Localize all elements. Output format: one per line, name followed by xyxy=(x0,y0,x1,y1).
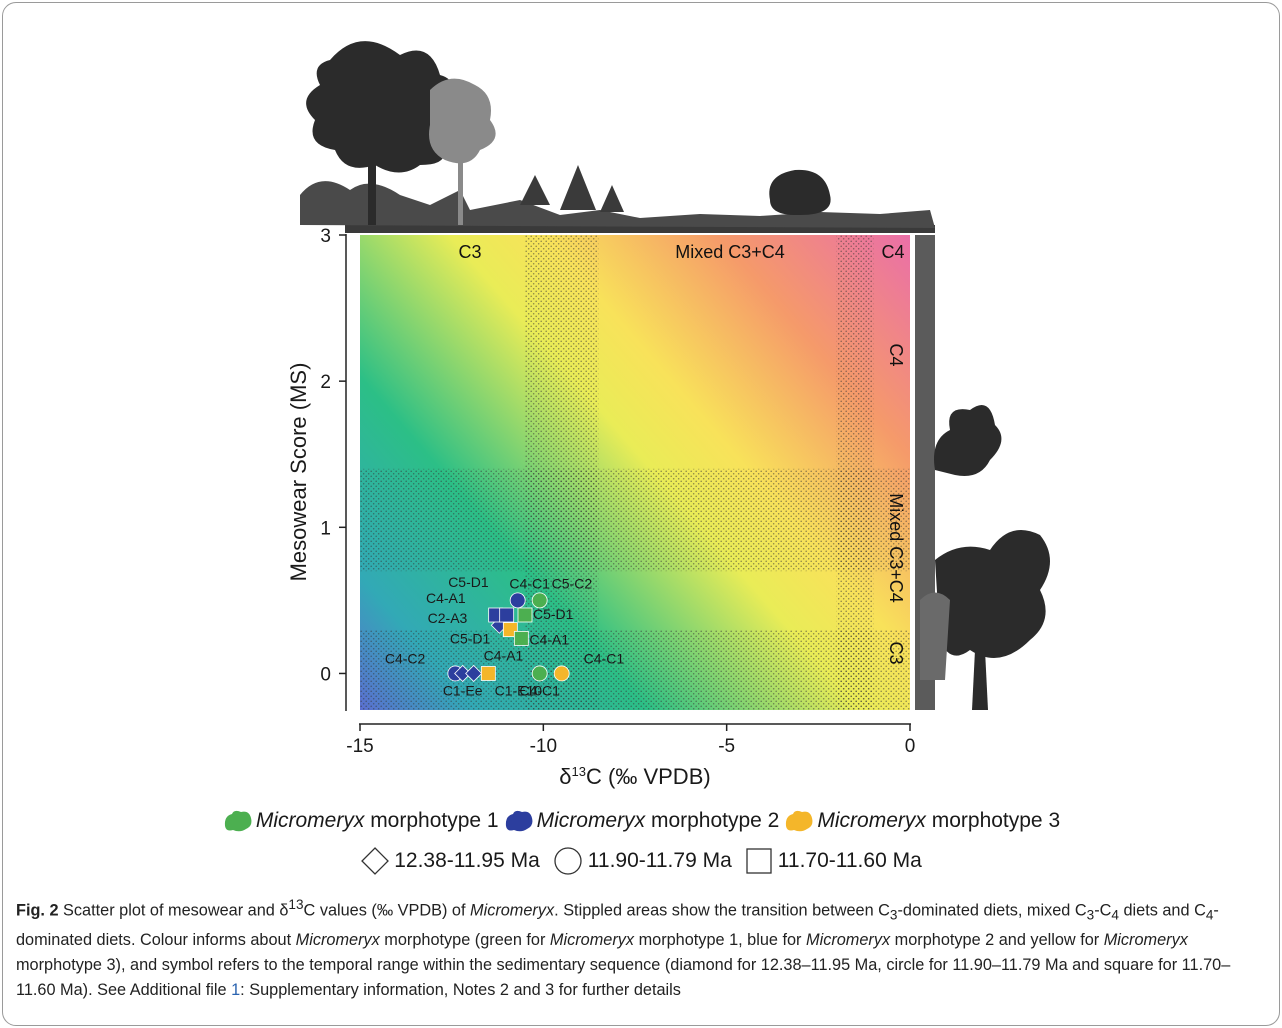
zone-label-top-c4: C4 xyxy=(881,242,904,262)
data-point xyxy=(465,664,483,683)
y-axis-label: Mesowear Score (MS) xyxy=(286,363,311,582)
x-tick-label: 0 xyxy=(905,736,916,757)
point-label: C5-D1 xyxy=(450,631,491,647)
caption-figure-number: Fig. 2 xyxy=(16,901,59,920)
point-label: C5-D1 xyxy=(533,606,574,622)
point-label: C5-C2 xyxy=(552,575,593,591)
data-point xyxy=(517,607,533,623)
blue-blob-icon xyxy=(505,810,533,832)
data-point xyxy=(502,622,518,638)
caption-text: . Stippled areas show the transition bet… xyxy=(554,901,890,920)
caption-text: morphotype 2 and yellow for xyxy=(890,930,1104,949)
legend-time-label-2: 11.90-11.79 Ma xyxy=(587,849,732,872)
legend-item-morphotype-3: Micromeryx morphotype 3 xyxy=(783,808,1060,834)
y-tick-label: 1 xyxy=(320,518,331,539)
point-label: C4-C1 xyxy=(509,575,550,591)
caption-genus: Micromeryx xyxy=(806,930,891,949)
vegetation-silhouettes xyxy=(300,41,1050,710)
caption-text: -dominated diets. Colour informs about xyxy=(16,901,1219,949)
point-label: C4-C1 xyxy=(519,682,560,698)
legend-item-circle: 11.90-11.79 Ma xyxy=(552,846,732,876)
x-axis-label: δ13C (‰ VPDB) xyxy=(559,764,710,789)
caption-sub: 4 xyxy=(1111,907,1119,923)
caption-text: -dominated diets, mixed C xyxy=(897,901,1087,920)
caption-text: morphotype (green for xyxy=(379,930,550,949)
point-label: C4-A1 xyxy=(426,590,466,606)
caption-text: C values (‰ VPDB) of xyxy=(303,901,471,920)
legend-time-label-3: 11.70-11.60 Ma xyxy=(777,849,922,872)
y-tick-label: 0 xyxy=(320,664,331,685)
legend-item-square: 11.70-11.60 Ma xyxy=(744,846,922,876)
point-label: C1-E10 xyxy=(495,682,543,698)
x-ticks: -15 -10 -5 0 xyxy=(346,724,915,757)
legend-genus-1: Micromeryx xyxy=(255,809,365,832)
caption-genus: Micromeryx xyxy=(470,901,555,920)
diamond-outline-icon xyxy=(361,847,390,875)
point-label: C5-D1 xyxy=(448,574,489,590)
caption-text: morphotype 1, blue for xyxy=(634,930,807,949)
data-point xyxy=(513,630,529,646)
data-point xyxy=(531,665,548,682)
point-label: C2-A3 xyxy=(428,610,468,626)
x-tick-label: -10 xyxy=(530,736,557,757)
stippled-transition-bands xyxy=(360,235,910,710)
caption-text: diets and C xyxy=(1118,901,1206,920)
caption-genus: Micromeryx xyxy=(295,930,380,949)
x-tick-label: -15 xyxy=(346,736,373,757)
data-point xyxy=(509,592,526,609)
point-label: C4-C2 xyxy=(385,650,426,666)
additional-file-link[interactable]: 1 xyxy=(231,980,241,999)
zone-label-right-c3: C3 xyxy=(886,641,906,664)
zone-label-top-c3: C3 xyxy=(458,242,481,262)
legend-time-ranges: 12.38-11.95 Ma 11.90-11.79 Ma 11.70-11.6… xyxy=(0,846,1282,876)
data-point xyxy=(499,607,515,623)
point-label: C1-Ee xyxy=(443,682,483,698)
caption-text: morphotype 3), and symbol refers to the … xyxy=(16,955,1231,999)
caption-text: -C xyxy=(1094,901,1112,920)
figure-caption: Fig. 2 Scatter plot of mesowear and δ13C… xyxy=(16,892,1266,1003)
caption-sub: 3 xyxy=(889,907,898,923)
legend-label-2: morphotype 2 xyxy=(650,809,780,832)
legend-genus-2: Micromeryx xyxy=(536,809,646,832)
legend-item-morphotype-2: Micromeryx morphotype 2 xyxy=(503,808,780,834)
data-point xyxy=(531,592,548,609)
legend-item-morphotype-1: Micromeryx morphotype 1 xyxy=(222,808,499,834)
y-tick-label: 3 xyxy=(320,226,331,247)
zone-label-right-c4: C4 xyxy=(886,343,906,366)
square-outline-icon xyxy=(746,848,772,874)
scatter-chart: 0 1 2 3 -15 -10 -5 0 Mesowear Score (MS) δ13C … xyxy=(286,41,1050,789)
legend-label-3: morphotype 3 xyxy=(931,809,1061,832)
caption-text: Scatter plot of mesowear and δ xyxy=(58,901,289,920)
point-label: C4-A1 xyxy=(529,631,569,647)
y-tick-label: 2 xyxy=(320,372,331,393)
y-ticks: 0 1 2 3 xyxy=(320,226,346,685)
circle-outline-icon xyxy=(554,847,582,875)
caption-sub: 3 xyxy=(1086,907,1095,923)
legend-label-1: morphotype 1 xyxy=(370,809,499,832)
point-label: C4-A1 xyxy=(484,647,524,663)
caption-text: : Supplementary information, Notes 2 and… xyxy=(240,980,681,999)
legend-time-label-1: 12.38-11.95 Ma xyxy=(394,849,540,872)
legend-morphotypes: Micromeryx morphotype 1 Micromeryx morph… xyxy=(0,808,1282,834)
point-label: C4-C1 xyxy=(584,650,625,666)
data-point xyxy=(480,666,496,681)
legend-item-diamond: 12.38-11.95 Ma xyxy=(360,846,540,876)
data-point xyxy=(553,665,570,682)
yellow-blob-icon xyxy=(786,810,813,832)
x-tick-label: -5 xyxy=(718,736,735,757)
caption-sub: 4 xyxy=(1205,907,1214,923)
legend-genus-3: Micromeryx xyxy=(817,809,926,832)
caption-genus: Micromeryx xyxy=(549,930,635,949)
caption-genus: Micromeryx xyxy=(1103,930,1188,949)
green-blob-icon xyxy=(224,810,252,832)
stipple-band-horizontal-1 xyxy=(360,468,910,572)
caption-sup: 13 xyxy=(288,897,304,912)
axes xyxy=(345,234,911,725)
zone-label-right-mixed: Mixed C3+C4 xyxy=(886,493,906,603)
zone-label-top-mixed: Mixed C3+C4 xyxy=(675,242,785,262)
